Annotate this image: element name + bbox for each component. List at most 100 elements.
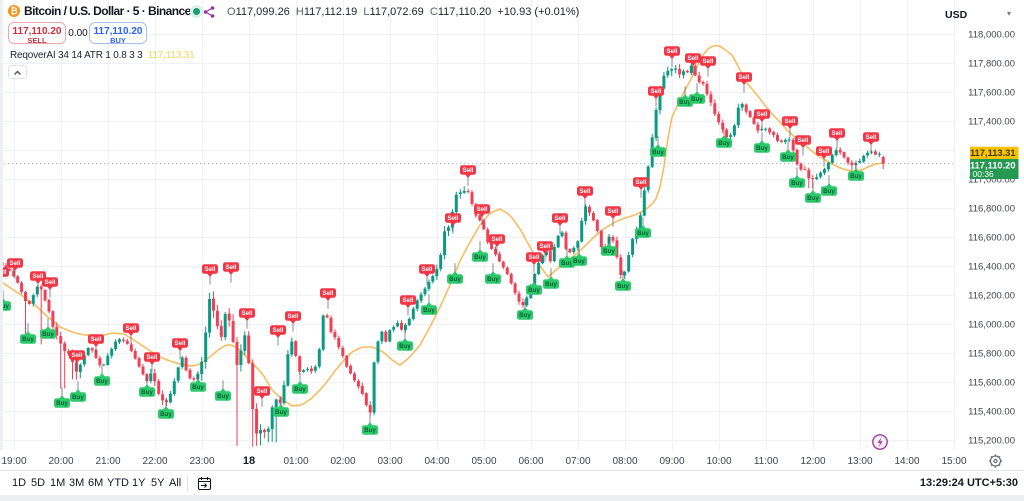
svg-text:03:00: 03:00: [377, 456, 402, 467]
svg-text:117,600.00: 117,600.00: [968, 88, 1015, 99]
svg-text:Buy: Buy: [823, 188, 835, 195]
svg-text:Sell: Sell: [476, 206, 487, 213]
svg-text:Sell: Sell: [666, 48, 677, 55]
svg-text:Buy: Buy: [756, 145, 768, 152]
svg-text:116,800.00: 116,800.00: [968, 204, 1015, 215]
svg-text:Buy: Buy: [850, 173, 862, 180]
svg-text:Sell: Sell: [421, 266, 432, 273]
svg-text:Buy: Buy: [807, 195, 819, 202]
svg-text:Sell: Sell: [462, 167, 473, 174]
svg-text:Buy: Buy: [679, 99, 691, 106]
svg-text:Sell: Sell: [528, 254, 539, 261]
svg-text:12:00: 12:00: [800, 456, 825, 467]
svg-text:Sell: Sell: [125, 325, 136, 332]
svg-text:Buy: Buy: [573, 258, 585, 265]
svg-text:Buy: Buy: [141, 389, 153, 396]
svg-text:Sell: Sell: [738, 74, 749, 81]
svg-text:18: 18: [243, 455, 255, 467]
svg-text:117,400.00: 117,400.00: [968, 117, 1015, 128]
svg-text:Buy: Buy: [519, 312, 531, 319]
svg-text:Buy: Buy: [423, 307, 435, 314]
svg-text:Sell: Sell: [831, 130, 842, 137]
svg-text:Sell: Sell: [287, 313, 298, 320]
svg-text:Buy: Buy: [487, 276, 499, 283]
svg-text:116,400.00: 116,400.00: [968, 262, 1015, 273]
svg-text:Sell: Sell: [44, 279, 55, 286]
svg-text:Buy: Buy: [691, 96, 703, 103]
svg-text:Buy: Buy: [217, 393, 229, 400]
svg-text:05:00: 05:00: [471, 456, 496, 467]
svg-text:115,200.00: 115,200.00: [968, 436, 1015, 447]
svg-text:Buy: Buy: [56, 400, 68, 407]
svg-text:23:00: 23:00: [189, 456, 214, 467]
svg-text:Buy: Buy: [474, 254, 486, 261]
svg-text:Sell: Sell: [607, 208, 618, 215]
svg-text:01:00: 01:00: [283, 456, 308, 467]
svg-text:Buy: Buy: [617, 283, 629, 290]
svg-text:Buy: Buy: [561, 260, 573, 267]
svg-text:117,800.00: 117,800.00: [968, 59, 1015, 70]
svg-text:Buy: Buy: [160, 411, 172, 418]
svg-text:Sell: Sell: [241, 310, 252, 317]
svg-text:15:00: 15:00: [941, 456, 966, 467]
svg-text:Buy: Buy: [192, 384, 204, 391]
svg-text:13:00: 13:00: [847, 456, 872, 467]
svg-text:04:00: 04:00: [424, 456, 449, 467]
svg-text:Buy: Buy: [96, 378, 108, 385]
svg-text:Buy: Buy: [72, 394, 84, 401]
svg-text:21:00: 21:00: [95, 456, 120, 467]
svg-text:Sell: Sell: [865, 134, 876, 141]
svg-text:Sell: Sell: [579, 188, 590, 195]
svg-text:116,000.00: 116,000.00: [968, 320, 1015, 331]
svg-text:Buy: Buy: [545, 281, 557, 288]
svg-text:Buy: Buy: [652, 149, 664, 156]
svg-text:Buy: Buy: [718, 140, 730, 147]
svg-text:09:00: 09:00: [659, 456, 684, 467]
svg-text:Sell: Sell: [702, 58, 713, 65]
svg-text:Sell: Sell: [491, 236, 502, 243]
svg-text:Sell: Sell: [797, 137, 808, 144]
svg-text:Sell: Sell: [554, 215, 565, 222]
svg-text:Sell: Sell: [635, 179, 646, 186]
svg-text:07:00: 07:00: [565, 456, 590, 467]
svg-text:Sell: Sell: [322, 290, 333, 297]
svg-text:Buy: Buy: [275, 409, 287, 416]
svg-text:00:36: 00:36: [973, 169, 995, 179]
svg-text:Buy: Buy: [294, 386, 306, 393]
svg-text:115,600.00: 115,600.00: [968, 378, 1015, 389]
svg-text:Buy: Buy: [0, 303, 9, 310]
svg-text:11:00: 11:00: [754, 456, 779, 467]
svg-text:10:00: 10:00: [706, 456, 731, 467]
svg-text:Buy: Buy: [791, 180, 803, 187]
svg-text:Buy: Buy: [782, 154, 794, 161]
svg-text:116,600.00: 116,600.00: [968, 233, 1015, 244]
svg-text:Buy: Buy: [399, 343, 411, 350]
svg-text:19:00: 19:00: [1, 456, 26, 467]
svg-text:Buy: Buy: [22, 336, 34, 343]
svg-text:Sell: Sell: [272, 327, 283, 334]
svg-text:117,110.20: 117,110.20: [970, 160, 1016, 170]
svg-text:Sell: Sell: [32, 273, 43, 280]
svg-text:117,113.31: 117,113.31: [970, 148, 1016, 158]
svg-text:117,000.00: 117,000.00: [968, 175, 1015, 186]
svg-text:20:00: 20:00: [48, 456, 73, 467]
svg-text:Sell: Sell: [818, 148, 829, 155]
svg-text:Buy: Buy: [42, 331, 54, 338]
svg-text:08:00: 08:00: [612, 456, 637, 467]
svg-text:115,400.00: 115,400.00: [968, 407, 1015, 418]
svg-text:Sell: Sell: [90, 336, 101, 343]
svg-text:14:00: 14:00: [894, 456, 919, 467]
svg-text:Sell: Sell: [256, 388, 267, 395]
svg-text:Buy: Buy: [637, 230, 649, 237]
svg-text:115,800.00: 115,800.00: [968, 349, 1015, 360]
svg-text:Sell: Sell: [756, 111, 767, 118]
svg-text:Buy: Buy: [449, 276, 461, 283]
svg-text:Sell: Sell: [9, 260, 20, 267]
svg-text:Sell: Sell: [784, 118, 795, 125]
svg-text:Sell: Sell: [204, 266, 215, 273]
svg-text:02:00: 02:00: [330, 456, 355, 467]
svg-text:Sell: Sell: [539, 243, 550, 250]
svg-text:118,000.00: 118,000.00: [968, 30, 1015, 41]
svg-text:Buy: Buy: [603, 248, 615, 255]
svg-text:Sell: Sell: [402, 297, 413, 304]
